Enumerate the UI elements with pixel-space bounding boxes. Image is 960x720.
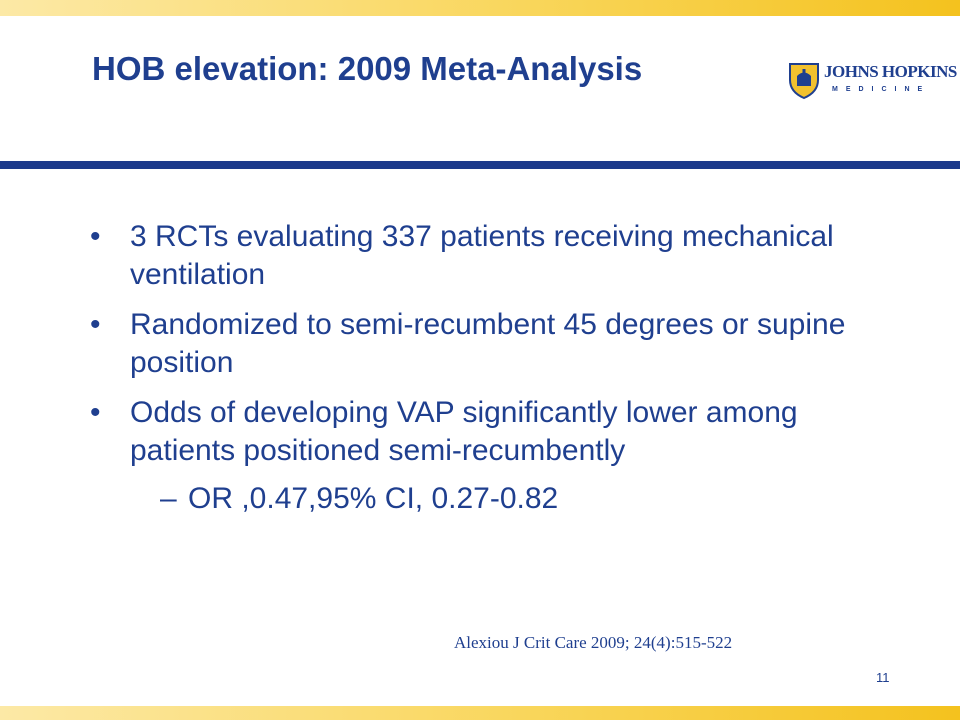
bullet-marker: • bbox=[90, 220, 101, 253]
bullet-marker: • bbox=[90, 308, 101, 341]
logo-wordmark: JOHNS HOPKINS bbox=[824, 62, 957, 81]
johns-hopkins-logo: JOHNS HOPKINS MEDICINE bbox=[788, 60, 957, 102]
bottom-gold-band bbox=[0, 706, 960, 720]
title-divider bbox=[0, 161, 960, 169]
bullet-item: • Randomized to semi-recumbent 45 degree… bbox=[90, 306, 910, 382]
bullet-item: • Odds of developing VAP significantly l… bbox=[90, 394, 910, 470]
logo-subtitle: MEDICINE bbox=[832, 86, 931, 93]
bullet-text: Odds of developing VAP significantly low… bbox=[130, 396, 798, 467]
sub-bullet-text: OR ,0.47,95% CI, 0.27-0.82 bbox=[188, 482, 559, 515]
sub-bullet-item: – OR ,0.47,95% CI, 0.27-0.82 bbox=[90, 480, 910, 518]
bullet-text: Randomized to semi-recumbent 45 degrees … bbox=[130, 308, 846, 379]
sub-bullet-marker: – bbox=[160, 482, 177, 515]
bullet-list: • 3 RCTs evaluating 337 patients receivi… bbox=[90, 218, 910, 518]
bullet-text: 3 RCTs evaluating 337 patients receiving… bbox=[130, 220, 834, 291]
top-gold-band bbox=[0, 0, 960, 16]
citation: Alexiou J Crit Care 2009; 24(4):515-522 bbox=[454, 633, 733, 652]
page-number: 11 bbox=[876, 670, 890, 685]
slide-title: HOB elevation: 2009 Meta-Analysis bbox=[92, 50, 643, 87]
bullet-marker: • bbox=[90, 396, 101, 429]
bullet-item: • 3 RCTs evaluating 337 patients receivi… bbox=[90, 218, 910, 294]
johns-hopkins-shield-icon bbox=[789, 63, 819, 100]
